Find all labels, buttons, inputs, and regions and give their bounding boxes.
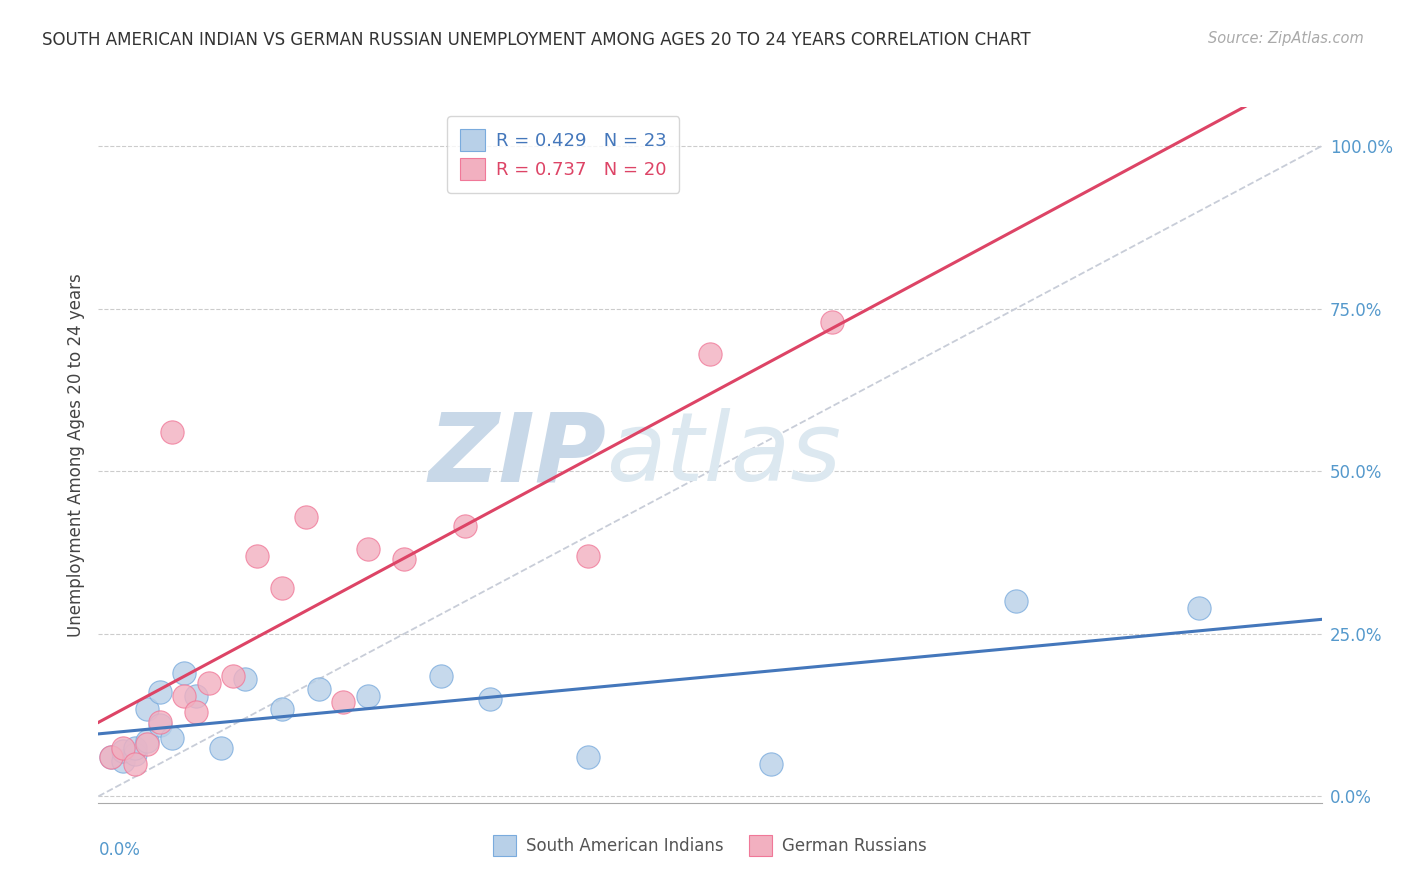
Point [392, 552, 416, 566]
Point [160, 731, 183, 745]
Point [209, 740, 232, 755]
Point [759, 756, 782, 771]
Point [246, 549, 269, 563]
Point [233, 672, 256, 686]
Point [111, 744, 134, 758]
Point [197, 675, 219, 690]
Point [1188, 600, 1211, 615]
Text: 0.0%: 0.0% [98, 841, 141, 859]
Point [1004, 594, 1026, 608]
Point [454, 519, 477, 533]
Point [173, 665, 195, 680]
Point [136, 734, 159, 748]
Point [100, 750, 122, 764]
Point [332, 695, 354, 709]
Text: ZIP: ZIP [429, 409, 606, 501]
Point [699, 347, 721, 361]
Point [308, 681, 330, 696]
Point [186, 689, 208, 703]
Point [149, 718, 172, 732]
Point [136, 737, 159, 751]
Point [173, 689, 195, 703]
Point [124, 747, 146, 761]
Point [124, 740, 146, 755]
Point [222, 669, 245, 683]
Point [821, 315, 844, 329]
Point [136, 701, 159, 715]
Legend: South American Indians, German Russians: South American Indians, German Russians [485, 827, 935, 864]
Point [356, 542, 378, 557]
Text: atlas: atlas [606, 409, 841, 501]
Point [576, 549, 599, 563]
Point [270, 701, 292, 715]
Point [100, 750, 122, 764]
Text: Source: ZipAtlas.com: Source: ZipAtlas.com [1208, 31, 1364, 46]
Point [111, 754, 134, 768]
Point [430, 669, 453, 683]
Point [124, 756, 146, 771]
Point [149, 685, 172, 699]
Point [295, 509, 318, 524]
Point [186, 705, 208, 719]
Text: SOUTH AMERICAN INDIAN VS GERMAN RUSSIAN UNEMPLOYMENT AMONG AGES 20 TO 24 YEARS C: SOUTH AMERICAN INDIAN VS GERMAN RUSSIAN … [42, 31, 1031, 49]
Point [356, 689, 378, 703]
Point [149, 714, 172, 729]
Point [160, 425, 183, 439]
Point [478, 691, 501, 706]
Point [576, 750, 599, 764]
Point [111, 740, 134, 755]
Point [270, 581, 292, 595]
Y-axis label: Unemployment Among Ages 20 to 24 years: Unemployment Among Ages 20 to 24 years [66, 273, 84, 637]
